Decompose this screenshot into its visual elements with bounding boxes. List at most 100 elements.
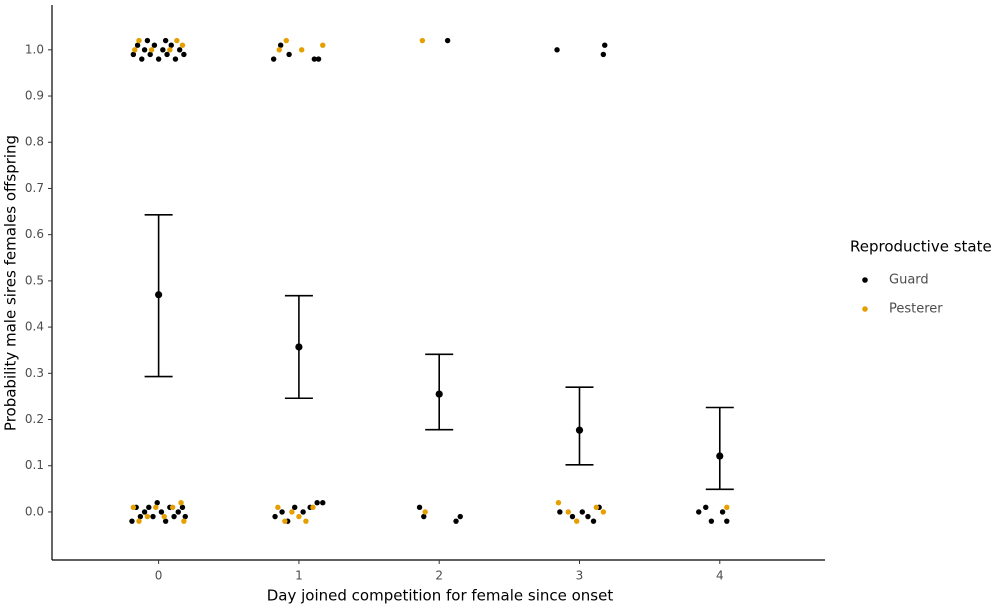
x-tick-label: 0 — [155, 569, 163, 583]
point — [419, 37, 426, 44]
point — [182, 513, 188, 520]
point — [162, 518, 169, 524]
point — [600, 509, 607, 515]
point — [453, 518, 459, 524]
y-tick-label: 0.7 — [25, 181, 44, 195]
point — [286, 51, 292, 58]
point — [311, 56, 318, 62]
x-axis-label: Day joined competition for female since … — [267, 587, 614, 605]
point — [282, 518, 288, 524]
point — [696, 509, 702, 515]
point — [167, 47, 173, 53]
estimate-point — [435, 390, 443, 398]
estimate-point — [716, 452, 724, 460]
legend-title: Reproductive state — [850, 238, 992, 256]
point — [179, 504, 186, 511]
point — [150, 513, 156, 520]
point — [137, 513, 144, 520]
point — [300, 509, 306, 515]
point — [573, 518, 580, 524]
point — [314, 499, 320, 506]
y-tick-label: 0.2 — [25, 412, 44, 426]
point — [141, 509, 148, 515]
point — [276, 47, 282, 53]
point — [174, 37, 180, 44]
point — [277, 42, 284, 48]
point — [176, 47, 183, 53]
y-tick-label: 1.0 — [25, 42, 44, 56]
legend-label: Pesterer — [889, 302, 943, 317]
point — [129, 518, 135, 524]
point — [134, 42, 141, 48]
point — [178, 499, 184, 506]
point — [590, 518, 597, 524]
point — [421, 513, 427, 520]
point — [422, 509, 428, 515]
point — [579, 509, 585, 515]
point — [555, 499, 562, 506]
y-tick-label: 0.3 — [25, 366, 44, 380]
point — [168, 42, 174, 48]
point — [724, 504, 730, 511]
point — [708, 518, 715, 524]
x-tick-label: 2 — [435, 569, 443, 583]
point — [160, 47, 166, 53]
point — [136, 37, 142, 44]
point — [554, 47, 560, 53]
point — [296, 513, 302, 520]
y-tick-label: 0.5 — [25, 273, 44, 287]
point — [146, 504, 152, 511]
point — [139, 56, 145, 62]
legend-label: Guard — [889, 273, 929, 288]
point — [130, 51, 137, 58]
x-tick-label: 4 — [716, 569, 724, 583]
point — [270, 56, 277, 62]
y-tick-label: 0.9 — [25, 89, 44, 103]
point — [724, 518, 730, 524]
y-tick-label: 0.0 — [25, 504, 44, 518]
point — [181, 51, 187, 58]
point — [703, 504, 709, 511]
point — [299, 47, 305, 53]
point — [602, 42, 608, 48]
point — [600, 51, 607, 58]
point — [416, 504, 423, 511]
point — [585, 513, 591, 520]
point — [161, 513, 167, 520]
point — [279, 509, 285, 515]
point — [175, 509, 181, 515]
point — [171, 513, 177, 520]
y-tick-label: 0.8 — [25, 135, 44, 149]
point — [136, 518, 142, 524]
point — [158, 509, 165, 515]
y-tick-label: 0.4 — [25, 320, 44, 334]
point — [569, 513, 576, 520]
point — [275, 504, 281, 511]
estimate-point — [155, 291, 163, 299]
point — [444, 37, 451, 44]
y-tick-label: 0.1 — [25, 458, 44, 472]
estimate-point — [295, 343, 303, 351]
point — [172, 56, 179, 62]
point — [144, 513, 151, 520]
point — [557, 509, 563, 515]
point — [179, 42, 186, 48]
point — [289, 509, 295, 515]
point — [181, 518, 187, 524]
point — [153, 504, 159, 511]
legend-marker — [862, 306, 868, 312]
point — [320, 42, 326, 48]
point — [132, 47, 138, 53]
point — [310, 504, 316, 511]
point — [457, 513, 463, 520]
point — [303, 518, 309, 524]
point — [565, 509, 571, 515]
point — [292, 504, 298, 511]
point — [320, 499, 326, 506]
point — [154, 499, 160, 506]
estimate-point — [575, 426, 584, 434]
point — [151, 42, 158, 48]
y-tick-label: 0.6 — [25, 227, 44, 241]
x-tick-label: 1 — [295, 569, 303, 583]
